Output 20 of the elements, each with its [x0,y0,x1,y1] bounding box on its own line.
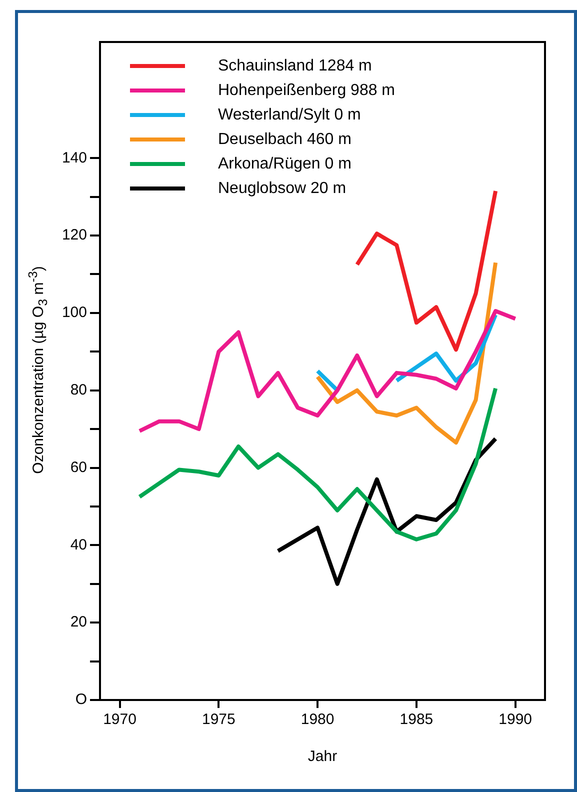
y-tick-label: 80 [70,381,87,398]
y-tick-label: 120 [62,226,87,244]
legend-label: Schauinsland 1284 m [218,57,372,74]
x-tick-label: 1970 [103,711,136,728]
y-tick-label: 140 [62,149,87,166]
x-axis-title: Jahr [308,748,338,766]
y-tick-label: 60 [70,458,87,476]
y-tick-label: 20 [70,614,87,631]
x-tick-label: 1980 [300,711,334,728]
legend-label: Deuselbach 460 m [218,130,352,148]
y-tick-label: O [75,691,87,708]
y-tick-label: 100 [62,304,87,322]
legend-label: Hohenpeißenberg 988 m [218,82,396,99]
x-tick-label: 1990 [498,711,532,728]
x-tick-label: 1985 [400,711,434,728]
legend-label: Neuglobsow 20 m [218,180,346,197]
x-tick-label: 1975 [202,711,236,728]
y-tick-label: 40 [70,536,87,554]
legend-label: Arkona/Rügen 0 m [218,155,352,172]
legend-label: Westerland/Sylt 0 m [218,106,361,124]
